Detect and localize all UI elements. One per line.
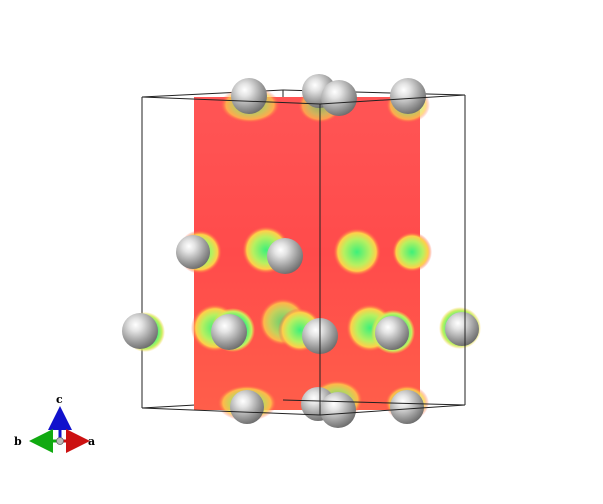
atom: [176, 235, 210, 269]
a-axis-label: a: [88, 435, 95, 448]
atom: [211, 314, 247, 350]
atom: [122, 313, 158, 349]
c-axis-label: c: [56, 393, 63, 406]
atom: [231, 78, 267, 114]
atom: [390, 390, 424, 424]
density-slice: [178, 87, 432, 421]
unit-cell-front-edges: [141, 94, 466, 416]
atom: [230, 390, 264, 424]
atom: [267, 238, 303, 274]
atom: [445, 312, 479, 346]
b-axis-label: b: [14, 435, 22, 448]
atom: [375, 316, 409, 350]
atom: [390, 78, 426, 114]
axis-indicator: c a b: [14, 393, 95, 453]
axis-origin: [56, 437, 64, 445]
atoms: [122, 74, 479, 428]
atom: [321, 80, 357, 116]
atom: [320, 392, 356, 428]
